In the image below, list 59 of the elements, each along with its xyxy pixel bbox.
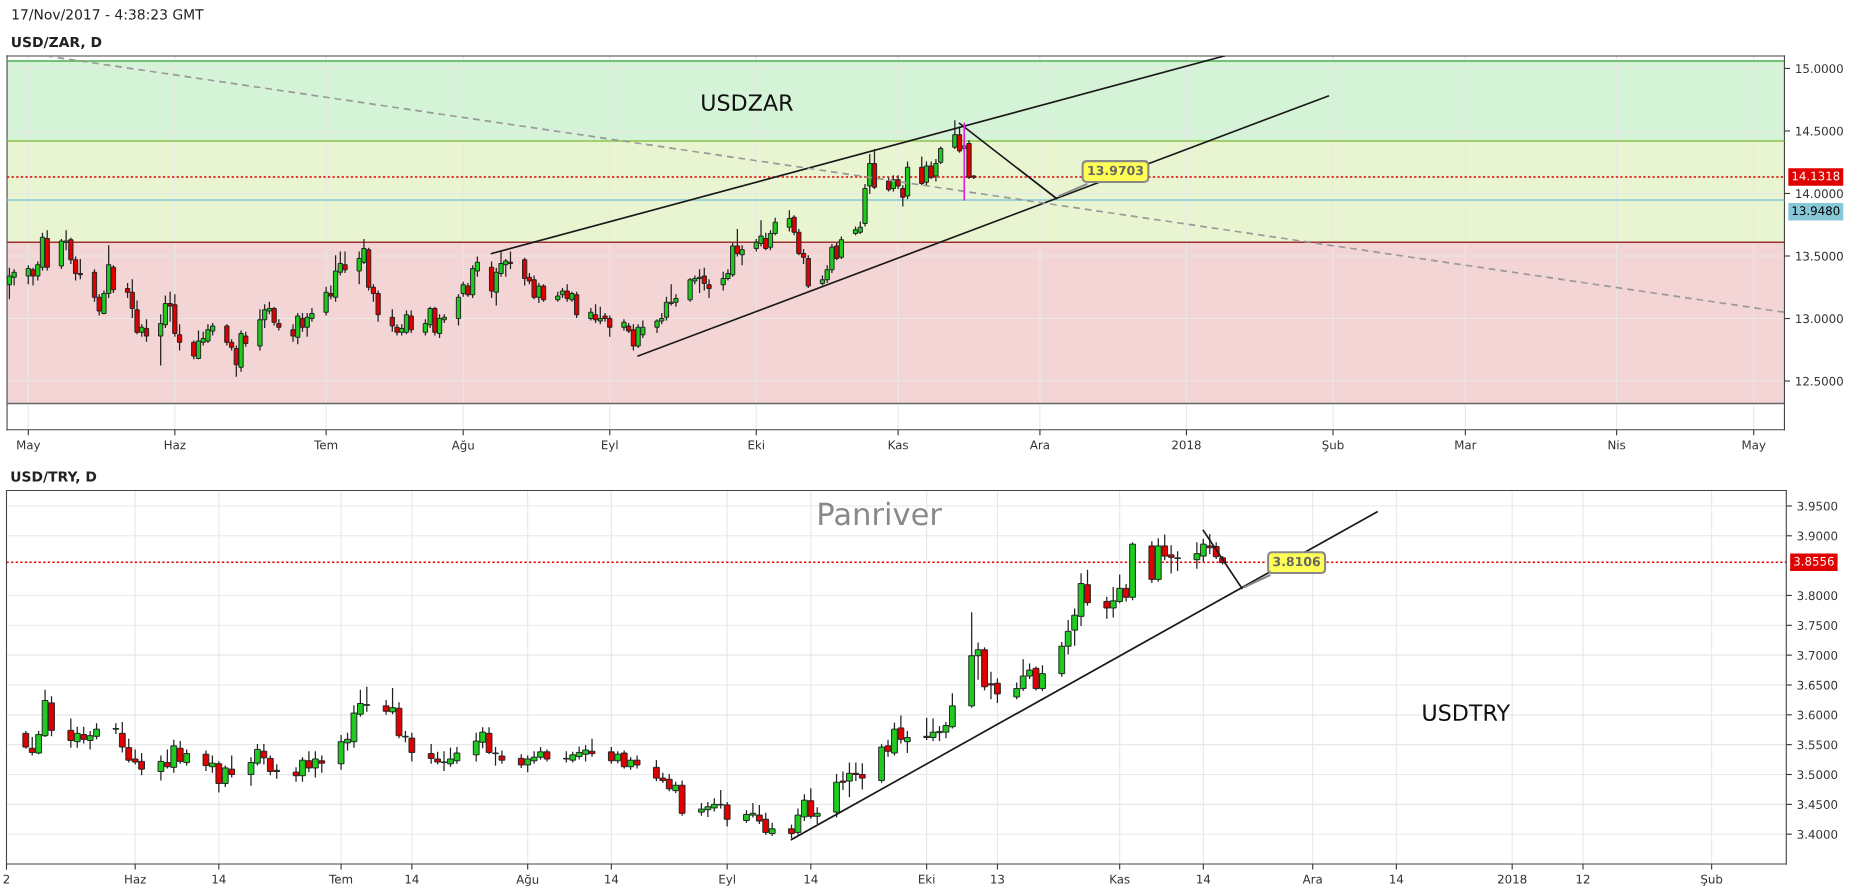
y-tick-label: 3.7000 <box>1797 650 1838 660</box>
x-tick-label: Haz <box>125 874 146 884</box>
y-tick-label: 3.5000 <box>1797 770 1838 780</box>
x-tick-label: Tem <box>329 874 353 884</box>
x-tick-label: Ara <box>1029 440 1049 450</box>
y-tick-label: 12.5000 <box>1796 376 1843 386</box>
y-tick-label: 15.0000 <box>1796 64 1843 74</box>
y-tick-label: 3.6500 <box>1797 680 1838 690</box>
chart-title: USD/TRY, D <box>11 471 97 484</box>
x-tick-label: Kas <box>888 440 908 450</box>
y-tick-label: 3.5500 <box>1797 740 1838 750</box>
y-tick-label: 3.7500 <box>1797 621 1838 630</box>
ref-line-label: 3.8556 <box>1794 556 1834 566</box>
x-tick-label: 14 <box>605 874 619 884</box>
y-tick-label: 14.5000 <box>1796 126 1843 136</box>
x-tick-label: Haz <box>164 440 186 450</box>
text: 17/Nov/2017 - 4:38:23 GMT <box>12 9 204 21</box>
x-tick-label: Mar <box>1455 440 1477 450</box>
x-tick-label: 2018 <box>1498 874 1527 884</box>
y-tick-label: 14.0000 <box>1796 189 1843 199</box>
x-tick-label: 14 <box>804 874 818 884</box>
x-tick-label: 13 <box>991 874 1004 884</box>
annotation: 13.9703 <box>1088 165 1143 176</box>
annotation: USDTRY <box>1423 704 1511 722</box>
x-tick-label: Kas <box>1110 874 1130 884</box>
y-tick-label: 13.0000 <box>1796 314 1843 324</box>
annotation: Panriver <box>819 501 942 526</box>
x-tick-label: Şub <box>1701 874 1723 886</box>
ref-line-label: 13.9480 <box>1792 206 1840 216</box>
y-tick-label: 3.4000 <box>1797 829 1838 839</box>
chart-title: USD/ZAR, D <box>12 36 102 50</box>
y-tick-label: 3.8000 <box>1797 591 1838 601</box>
x-tick-label: Eki <box>748 440 764 450</box>
x-tick-label: Şub <box>1322 440 1344 452</box>
x-tick-label: 14 <box>1197 874 1211 884</box>
y-tick-label: 3.6000 <box>1797 710 1838 720</box>
x-tick-label: 2 <box>3 874 10 884</box>
annotation: 3.8106 <box>1273 556 1321 567</box>
x-tick-label: Eki <box>919 874 935 884</box>
x-tick-label: 14 <box>212 874 226 884</box>
x-tick-label: Ağu <box>451 440 474 452</box>
y-tick-label: 3.9000 <box>1797 531 1838 541</box>
x-tick-label: Eyl <box>719 874 735 886</box>
x-tick-label: 2018 <box>1172 440 1201 450</box>
y-tick-label: 3.9500 <box>1797 501 1838 511</box>
ref-line-label: 14.1318 <box>1792 171 1840 181</box>
x-tick-label: 12 <box>1576 874 1590 884</box>
y-tick-label: 3.4500 <box>1797 800 1838 809</box>
x-tick-label: May <box>1742 440 1766 452</box>
y-tick-label: 13.5000 <box>1796 251 1843 261</box>
x-tick-label: 14 <box>1390 874 1404 884</box>
x-tick-label: May <box>17 440 41 452</box>
x-tick-label: Ağu <box>516 874 539 887</box>
x-tick-label: Ara <box>1302 874 1322 884</box>
x-tick-label: 14 <box>405 874 419 884</box>
x-tick-label: Nis <box>1608 440 1626 450</box>
x-tick-label: Tem <box>314 440 338 450</box>
x-tick-label: Eyl <box>602 440 618 452</box>
annotation: USDZAR <box>702 94 793 111</box>
